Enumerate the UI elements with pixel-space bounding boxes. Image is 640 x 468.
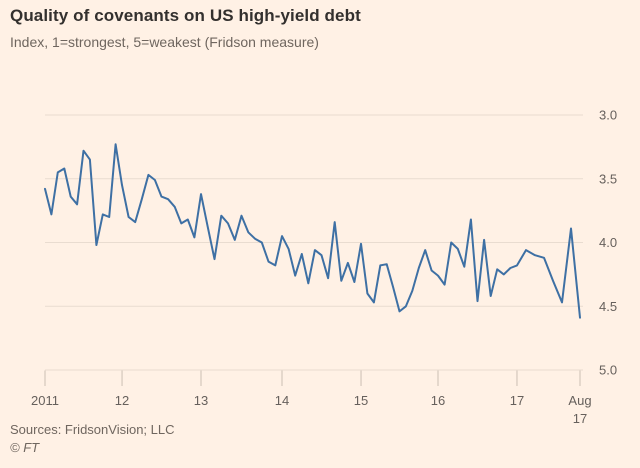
- y-axis-label-4.5: 4.5: [599, 299, 617, 314]
- x-axis-label-13: 13: [194, 393, 208, 408]
- x-axis-label-Aug: Aug: [568, 393, 591, 408]
- ft-copyright: © FT: [10, 440, 40, 455]
- source-note: Sources: FridsonVision; LLC: [10, 422, 175, 437]
- x-axis-label-14: 14: [275, 393, 289, 408]
- x-axis-label-17: 17: [510, 393, 524, 408]
- chart-title: Quality of covenants on US high-yield de…: [10, 6, 361, 25]
- y-axis-label-3.0: 3.0: [599, 108, 617, 123]
- x-axis-label-12: 12: [115, 393, 129, 408]
- x-axis-label-15: 15: [354, 393, 368, 408]
- chart-subtitle: Index, 1=strongest, 5=weakest (Fridson m…: [10, 34, 319, 50]
- x-axis-label-16: 16: [431, 393, 445, 408]
- x-axis-label2-17: 17: [573, 411, 587, 426]
- covenant-quality-series-line: [44, 143, 581, 319]
- x-axis-label-2011: 2011: [31, 393, 59, 408]
- y-axis-label-5.0: 5.0: [599, 363, 617, 378]
- y-axis-label-3.5: 3.5: [599, 171, 617, 186]
- y-axis-label-4.0: 4.0: [599, 235, 617, 250]
